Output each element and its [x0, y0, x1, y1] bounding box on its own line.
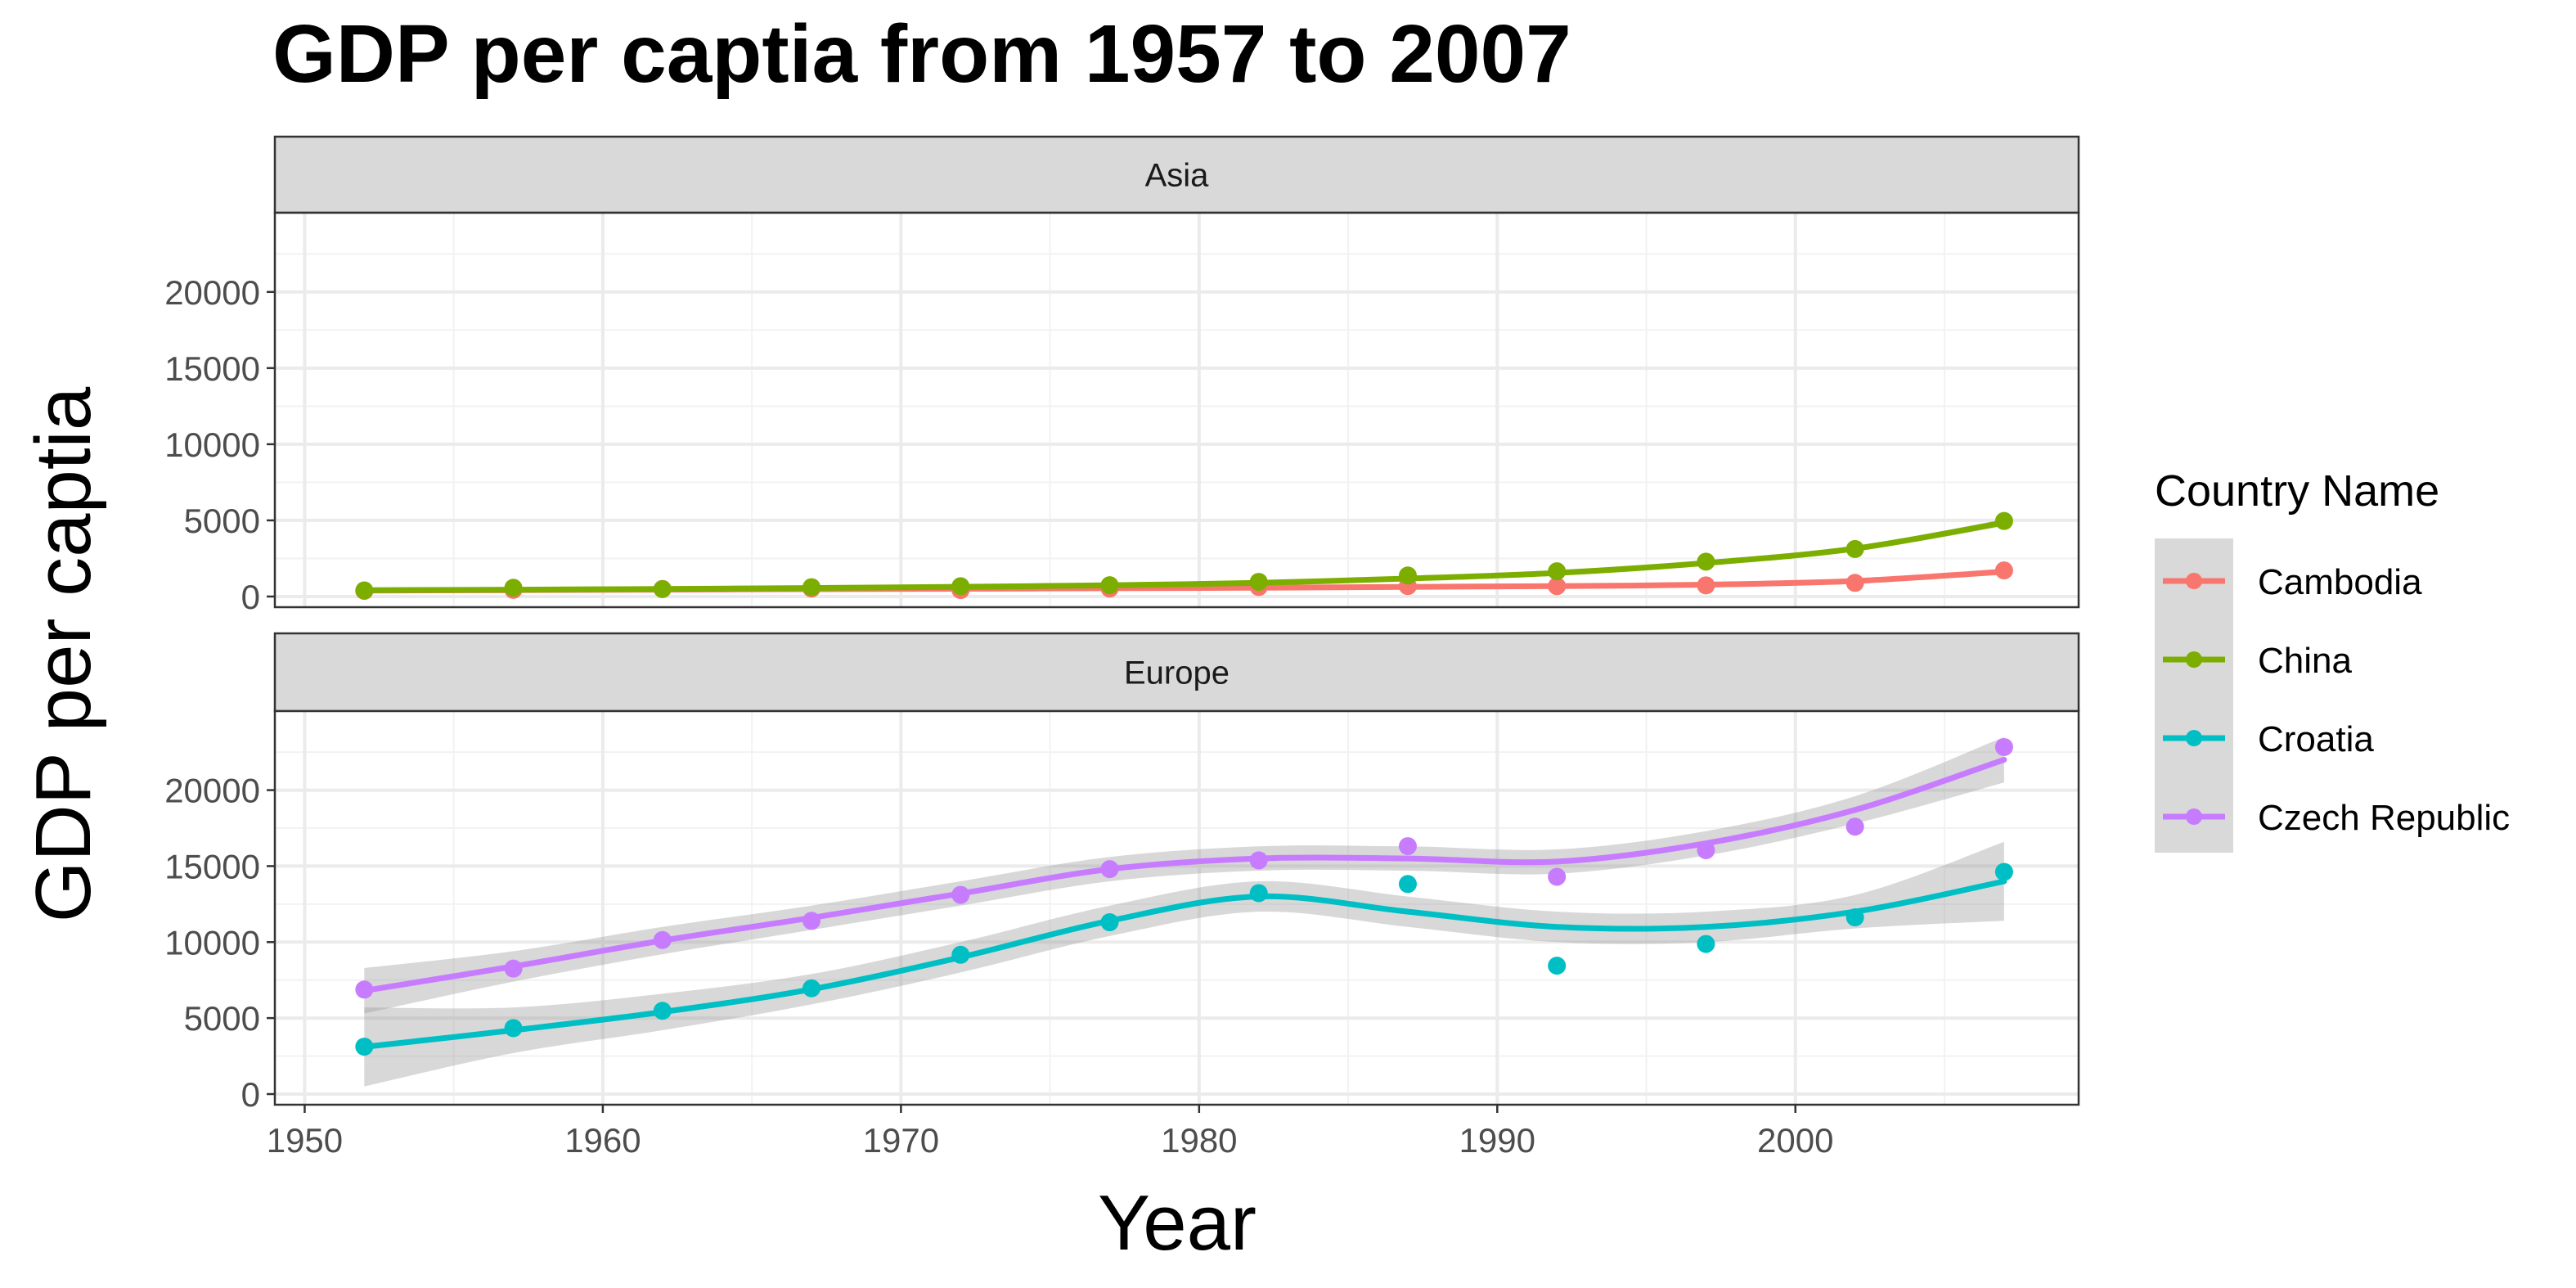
data-point-czech-republic [1994, 737, 2013, 756]
x-axis: 1950 1960 1970 1980 1990 2000 [267, 1105, 1833, 1160]
data-point-china [1845, 539, 1864, 558]
legend-keys: Cambodia China Croatia Czech Republic [2155, 538, 2510, 853]
y-tick-label: 0 [241, 578, 260, 616]
trend-line-china [361, 520, 2007, 593]
data-point-china [1249, 573, 1268, 592]
data-point-czech-republic [1249, 851, 1268, 870]
legend: Country Name Cambodia China Croatia Czech R… [2155, 466, 2510, 853]
y-tick-label: 15000 [164, 847, 260, 885]
legend-label: Czech Republic [2258, 798, 2510, 838]
confidence-band-croatia [364, 841, 2004, 1087]
y-tick-label: 5000 [184, 999, 260, 1038]
data-point-china [1697, 552, 1715, 571]
legend-key-background [2155, 538, 2233, 853]
facet-strip [273, 135, 2080, 214]
y-tick-label: 10000 [164, 923, 260, 961]
legend-label: Croatia [2258, 719, 2374, 759]
chart-title: GDP per captia from 1957 to 2007 [272, 8, 1571, 100]
data-point-croatia [1845, 908, 1864, 927]
data-point-czech-republic [802, 912, 821, 930]
gridlines [275, 711, 2079, 1105]
data-point-croatia [504, 1019, 523, 1038]
facet-panels: Asia 0 5000 10000 15000 20000 Europe 0 5000 10000… [164, 135, 2080, 1114]
data-point-croatia [1249, 884, 1268, 903]
data-point-croatia [802, 979, 821, 998]
legend-item-china: China [2163, 641, 2352, 681]
facet-panel-europe: Europe 0 5000 10000 15000 20000 [164, 632, 2080, 1114]
y-tick-label: 15000 [164, 349, 260, 388]
data-point-croatia [355, 1038, 374, 1056]
data-point-croatia [1398, 875, 1417, 894]
data-point-china [1398, 566, 1417, 585]
data-point-czech-republic [1100, 860, 1119, 879]
legend-item-cambodia: Cambodia [2163, 562, 2422, 602]
x-tick-label: 1970 [863, 1121, 939, 1160]
y-tick-label: 20000 [164, 772, 260, 810]
data-point-china [1548, 562, 1567, 581]
data-point-cambodia [1697, 576, 1715, 595]
y-axis-title: GDP per captia [20, 386, 107, 922]
data-point-croatia [1100, 913, 1119, 932]
data-point-czech-republic [1548, 867, 1567, 886]
data-point-croatia [1994, 862, 2013, 881]
data-point-czech-republic [951, 885, 970, 904]
data-point-czech-republic [1845, 817, 1864, 836]
x-tick-label: 1960 [564, 1121, 641, 1160]
y-tick-label: 10000 [164, 426, 260, 464]
data-point-china [355, 581, 374, 600]
data-point-croatia [951, 945, 970, 964]
legend-marker [2186, 573, 2202, 589]
series-group [355, 736, 2013, 1087]
data-point-cambodia [1548, 577, 1567, 596]
trend-line-czech-republic [361, 756, 2007, 994]
legend-marker [2186, 730, 2202, 746]
data-point-czech-republic [1697, 840, 1715, 859]
data-point-czech-republic [1398, 837, 1417, 856]
data-point-cambodia [1994, 561, 2013, 580]
data-point-croatia [1697, 934, 1715, 953]
panel-border [273, 709, 2080, 1106]
data-point-china [653, 579, 672, 598]
x-tick-label: 1990 [1459, 1121, 1535, 1160]
panel-border [273, 211, 2080, 609]
y-tick-label: 0 [241, 1075, 260, 1114]
data-point-cambodia [1845, 574, 1864, 592]
legend-marker [2186, 808, 2202, 825]
x-axis-title: Year [1098, 1179, 1257, 1267]
legend-title: Country Name [2155, 466, 2439, 516]
trend-line-croatia [361, 878, 2007, 1050]
data-point-croatia [653, 1002, 672, 1020]
data-point-croatia [1548, 957, 1567, 975]
legend-item-czech-republic: Czech Republic [2163, 798, 2510, 838]
data-point-china [1100, 576, 1119, 595]
legend-marker [2186, 651, 2202, 668]
facet-strip [273, 632, 2080, 713]
x-tick-label: 2000 [1757, 1121, 1833, 1160]
panel-background [275, 213, 2079, 607]
data-point-china [802, 578, 821, 597]
x-tick-label: 1950 [267, 1121, 343, 1160]
data-point-czech-republic [653, 930, 672, 949]
y-tick-label: 20000 [164, 273, 260, 312]
legend-label: China [2258, 641, 2352, 681]
data-point-czech-republic [504, 959, 523, 978]
y-tick-label: 5000 [184, 502, 260, 540]
facet-strip-label: Asia [1145, 158, 1210, 194]
x-tick-label: 1980 [1161, 1121, 1237, 1160]
facet-strip-label: Europe [1124, 655, 1230, 691]
data-point-china [951, 577, 970, 596]
series-group [355, 511, 2013, 601]
data-point-czech-republic [355, 980, 374, 999]
data-point-china [504, 579, 523, 597]
legend-label: Cambodia [2258, 562, 2422, 602]
data-point-china [1994, 511, 2013, 530]
legend-item-croatia: Croatia [2163, 719, 2374, 759]
facet-panel-asia: Asia 0 5000 10000 15000 20000 [164, 135, 2080, 616]
